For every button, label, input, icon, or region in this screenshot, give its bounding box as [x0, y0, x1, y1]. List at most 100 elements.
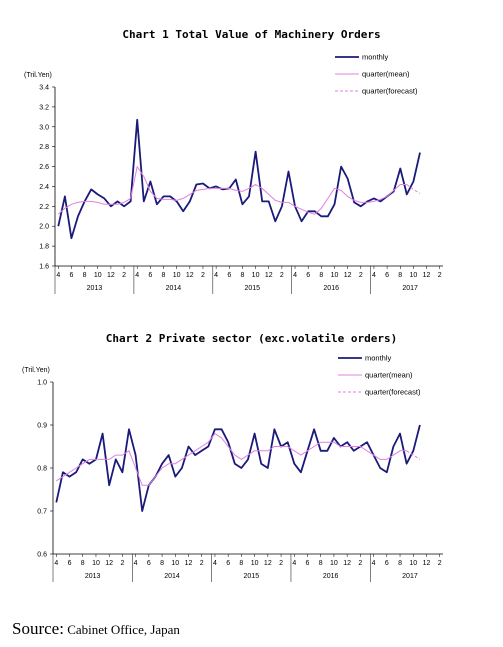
chart-2-plot: (Tril.Yen) 0.6 0.7 0.8 0.9 1.0 4 6 8 10 12 2 4 6 8 10 12… — [22, 354, 443, 582]
x-tick-label: 2 — [438, 560, 442, 567]
chart-1-title: Chart 1 Total Value of Machinery Orders — [122, 28, 381, 41]
x-tick-label: 10 — [252, 272, 260, 279]
x-tick-label: 10 — [92, 560, 100, 567]
legend-label: monthly — [365, 354, 392, 363]
x-tick-label: 6 — [147, 560, 151, 567]
year-label: 2013 — [85, 573, 101, 580]
year-label: 2015 — [244, 285, 260, 292]
x-tick-label: 10 — [171, 560, 179, 567]
x-tick-label: 12 — [265, 272, 273, 279]
legend-label: quarter(mean) — [365, 371, 413, 380]
y-tick-label: 0.9 — [37, 423, 47, 430]
x-tick-label: 6 — [385, 560, 389, 567]
x-tick-label: 4 — [293, 272, 297, 279]
legend-label: quarter(mean) — [362, 70, 410, 79]
y-tick-label: 1.6 — [39, 264, 49, 271]
x-tick-label: 12 — [264, 560, 272, 567]
x-tick-label: 12 — [423, 272, 431, 279]
series-line-quarter-mean- — [57, 166, 407, 215]
x-tick-label: 4 — [56, 272, 60, 279]
x-tick-label: 6 — [227, 272, 231, 279]
year-label: 2017 — [402, 285, 418, 292]
x-tick-label: 4 — [135, 272, 139, 279]
x-tick-label: 2 — [359, 272, 363, 279]
y-tick-label: 0.6 — [37, 552, 47, 559]
chart-1-unit-label: (Tril.Yen) — [24, 72, 52, 79]
y-tick-label: 2.4 — [39, 184, 49, 191]
chart-1: Chart 1 Total Value of Machinery Orders … — [0, 0, 503, 310]
x-tick-label: 8 — [81, 560, 85, 567]
x-tick-label: 12 — [343, 560, 351, 567]
year-label: 2014 — [164, 573, 180, 580]
series-line-monthly — [57, 118, 421, 240]
year-label: 2016 — [323, 573, 339, 580]
series-line-monthly — [55, 424, 421, 512]
source-label: Source: — [12, 619, 64, 638]
x-tick-label: 8 — [319, 560, 323, 567]
y-tick-label: 2.6 — [39, 164, 49, 171]
chart-2-title: Chart 2 Private sector (exc.volatile ord… — [105, 332, 398, 345]
x-tick-label: 4 — [213, 560, 217, 567]
y-tick-label: 3.0 — [39, 124, 49, 131]
x-tick-label: 12 — [186, 272, 194, 279]
year-label: 2017 — [402, 573, 418, 580]
x-tick-label: 6 — [226, 560, 230, 567]
x-tick-label: 12 — [185, 560, 193, 567]
x-tick-label: 2 — [200, 560, 204, 567]
x-tick-label: 4 — [292, 560, 296, 567]
x-tick-label: 10 — [330, 560, 338, 567]
x-tick-label: 4 — [372, 560, 376, 567]
year-label: 2014 — [166, 285, 182, 292]
x-tick-label: 2 — [201, 272, 205, 279]
x-tick-label: 2 — [279, 560, 283, 567]
x-tick-label: 10 — [173, 272, 181, 279]
year-label: 2013 — [87, 285, 103, 292]
chart-2-unit-label: (Tril.Yen) — [22, 367, 50, 374]
y-tick-label: 1.0 — [37, 380, 47, 387]
y-tick-label: 2.0 — [39, 224, 49, 231]
series-line-quarter-forecast- — [406, 450, 421, 460]
x-tick-label: 2 — [122, 272, 126, 279]
y-tick-label: 3.2 — [39, 104, 49, 111]
source-text: Cabinet Office, Japan — [67, 622, 180, 637]
x-tick-label: 4 — [214, 272, 218, 279]
series-line-quarter-forecast- — [406, 184, 421, 194]
y-tick-label: 0.8 — [37, 466, 47, 473]
chart-1-plot: (Tril.Yen) 1.6 1.8 2.0 2.2 2.4 2.6 2.8 3.0 3.2 3.4… — [24, 53, 443, 294]
year-label: 2015 — [244, 573, 260, 580]
legend-label: quarter(forecast) — [362, 87, 418, 96]
x-tick-label: 8 — [239, 560, 243, 567]
x-tick-label: 8 — [162, 272, 166, 279]
year-label: 2016 — [323, 285, 339, 292]
x-tick-label: 10 — [409, 560, 417, 567]
x-tick-label: 6 — [306, 560, 310, 567]
x-tick-label: 12 — [107, 272, 115, 279]
x-tick-label: 8 — [160, 560, 164, 567]
x-tick-label: 12 — [344, 272, 352, 279]
source-note: Source: Cabinet Office, Japan — [12, 619, 180, 639]
x-tick-label: 8 — [398, 272, 402, 279]
series-line-quarter-mean- — [56, 433, 407, 486]
x-tick-label: 4 — [372, 272, 376, 279]
legend-label: monthly — [362, 53, 389, 62]
x-tick-label: 2 — [358, 560, 362, 567]
x-tick-label: 2 — [120, 560, 124, 567]
x-tick-label: 6 — [306, 272, 310, 279]
x-tick-label: 8 — [83, 272, 87, 279]
x-tick-label: 10 — [410, 272, 418, 279]
x-tick-label: 10 — [251, 560, 259, 567]
x-tick-label: 12 — [105, 560, 113, 567]
x-tick-label: 8 — [398, 560, 402, 567]
y-tick-label: 3.4 — [39, 85, 49, 92]
y-tick-label: 0.7 — [37, 509, 47, 516]
legend-label: quarter(forecast) — [365, 388, 421, 397]
x-tick-label: 6 — [68, 560, 72, 567]
x-tick-label: 12 — [423, 560, 431, 567]
x-tick-label: 6 — [148, 272, 152, 279]
x-tick-label: 10 — [94, 272, 102, 279]
x-tick-label: 10 — [331, 272, 339, 279]
chart-2: Chart 2 Private sector (exc.volatile ord… — [0, 318, 503, 608]
x-tick-label: 6 — [69, 272, 73, 279]
x-tick-label: 8 — [319, 272, 323, 279]
x-tick-label: 6 — [385, 272, 389, 279]
